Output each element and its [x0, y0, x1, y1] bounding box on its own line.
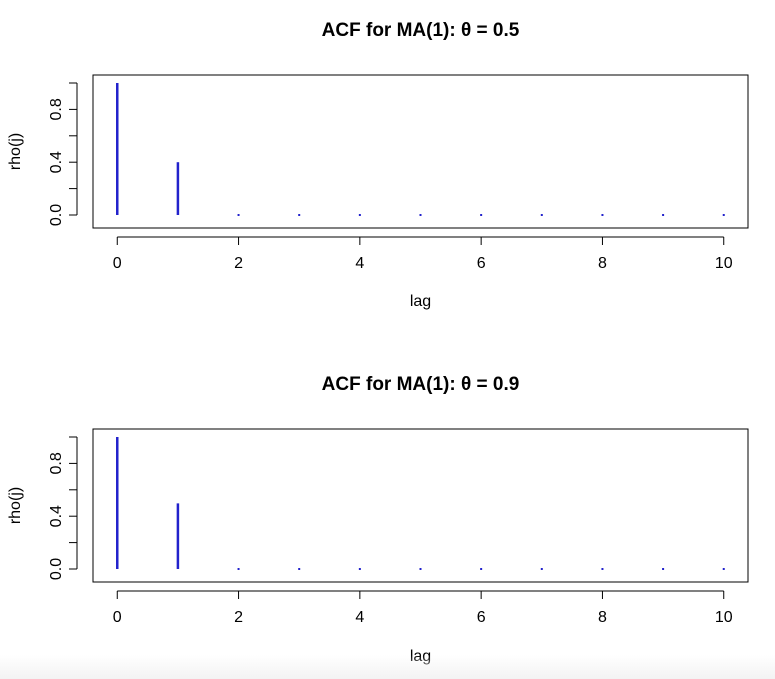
acf-bar-lag-8 — [601, 568, 604, 570]
acf-bar-lag-7 — [540, 568, 543, 570]
chart-title: ACF for MA(1): θ = 0.9 — [322, 374, 520, 395]
acf-bar-lag-10 — [722, 214, 725, 216]
x-tick-label: 0 — [113, 255, 122, 272]
y-axis-label: rho(j) — [7, 133, 24, 170]
x-tick-label: 6 — [477, 255, 486, 272]
y-tick-label: 0.0 — [48, 204, 65, 226]
acf-bar-lag-7 — [540, 214, 543, 216]
x-tick-label: 4 — [355, 255, 364, 272]
acf-bar-lag-4 — [358, 214, 361, 216]
x-tick-label: 8 — [598, 255, 607, 272]
y-axis-label: rho(j) — [7, 487, 24, 524]
chart-panel-1: ACF for MA(1): θ = 0.5 0.0 0.4 0.8 rho(j) 0 2 4… — [7, 20, 749, 310]
chart-title: ACF for MA(1): θ = 0.5 — [322, 20, 520, 41]
y-tick-label: 0.4 — [48, 151, 65, 173]
acf-bar-lag-10 — [722, 568, 725, 570]
x-tick-label: 2 — [234, 255, 243, 272]
y-tick-label: 0.8 — [48, 452, 65, 474]
acf-bar-lag-3 — [298, 568, 301, 570]
x-axis-label: lag — [410, 648, 431, 665]
acf-bar-lag-9 — [662, 568, 665, 570]
y-tick-label: 0.4 — [48, 505, 65, 527]
x-tick-label: 0 — [113, 609, 122, 626]
acf-bar-lag-6 — [480, 568, 483, 570]
acf-bar-lag-5 — [419, 214, 422, 216]
x-tick-label: 6 — [477, 609, 486, 626]
chart-panel-2: ACF for MA(1): θ = 0.9 0.0 0.4 0.8 rho(j) 0 2 4… — [7, 374, 749, 665]
acf-bar-lag-8 — [601, 214, 604, 216]
plot-frame — [92, 428, 749, 583]
acf-bar-lag-6 — [480, 214, 483, 216]
x-axis-label: lag — [410, 293, 431, 310]
y-tick-label: 0.0 — [48, 558, 65, 580]
acf-bar-lag-5 — [419, 568, 422, 570]
acf-bar-lag-2 — [237, 214, 240, 216]
x-tick-label: 8 — [598, 609, 607, 626]
x-tick-label: 10 — [715, 609, 733, 626]
acf-bar-lag-3 — [298, 214, 301, 216]
x-tick-label: 10 — [715, 255, 733, 272]
x-tick-label: 2 — [234, 609, 243, 626]
y-tick-label: 0.8 — [48, 98, 65, 120]
x-tick-label: 4 — [355, 609, 364, 626]
acf-bar-lag-4 — [358, 568, 361, 570]
acf-bar-lag-2 — [237, 568, 240, 570]
acf-bar-lag-9 — [662, 214, 665, 216]
plot-frame — [92, 74, 749, 229]
